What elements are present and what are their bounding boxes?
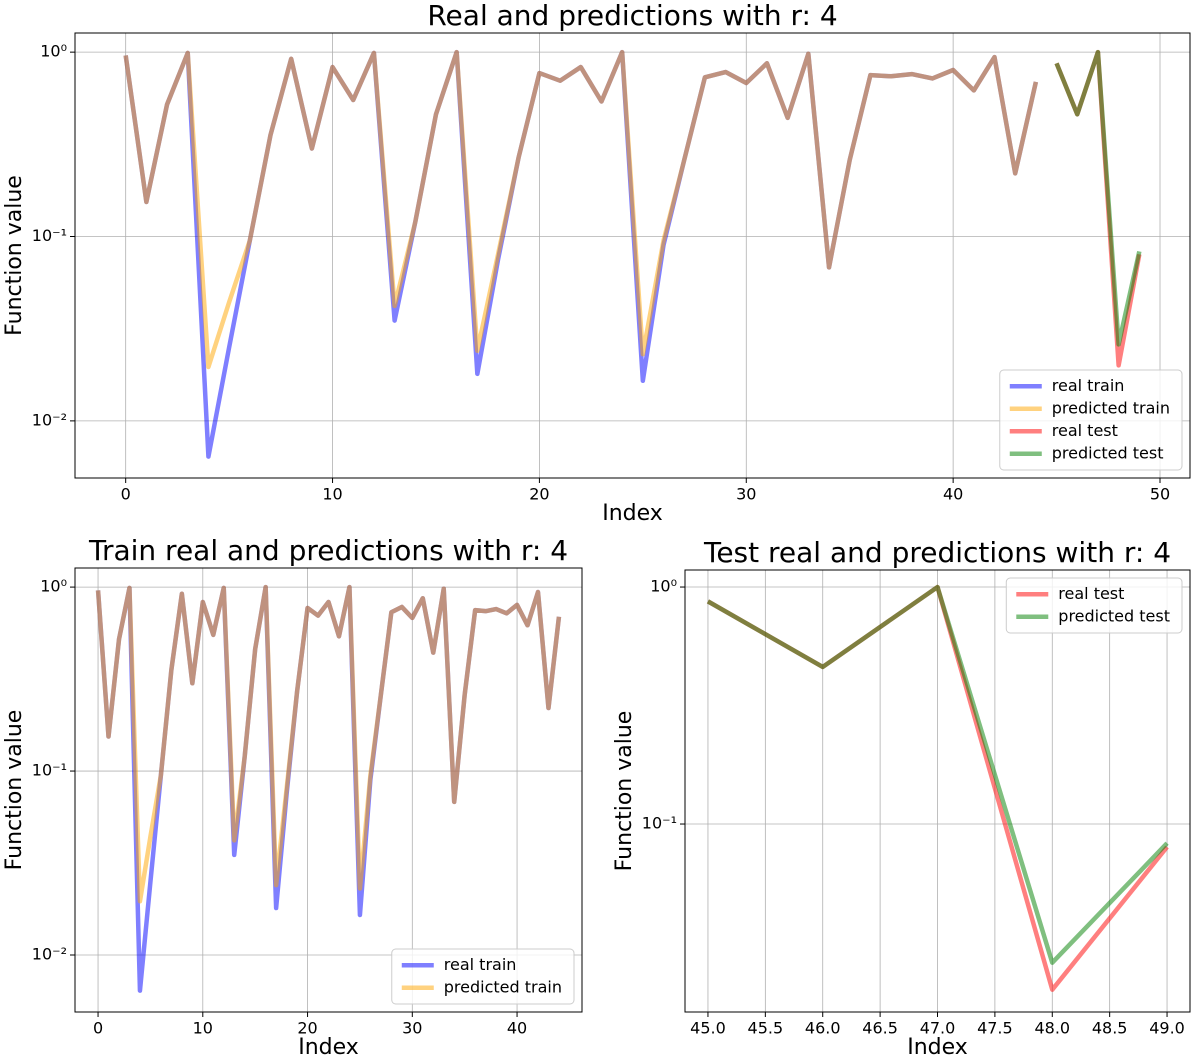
chart-title: Test real and predictions with r: 4 bbox=[703, 536, 1171, 569]
series-line bbox=[1054, 49, 1142, 347]
axes-frame bbox=[74, 32, 1191, 479]
y-tick-label: 10⁻² bbox=[32, 945, 67, 964]
x-tick-label: 50 bbox=[1150, 485, 1170, 504]
x-tick-label: 0 bbox=[121, 485, 131, 504]
legend-label: predicted train bbox=[1052, 398, 1170, 417]
y-tick-label: 10⁻² bbox=[32, 410, 67, 429]
legend-label: real test bbox=[1058, 584, 1124, 603]
legend: real train predicted train real test predic… bbox=[999, 369, 1183, 471]
x-tick-label: 45.0 bbox=[690, 1019, 726, 1038]
x-tick-label: 30 bbox=[402, 1019, 422, 1038]
legend-label: real test bbox=[1052, 421, 1118, 440]
legend-box bbox=[1005, 577, 1183, 634]
x-tick-label: 46.0 bbox=[805, 1019, 841, 1038]
legend-label: predicted train bbox=[444, 977, 562, 996]
x-tick-label: 20 bbox=[297, 1019, 317, 1038]
y-tick-label: 10⁻¹ bbox=[32, 226, 67, 245]
x-tick-label: 48.0 bbox=[1034, 1019, 1070, 1038]
axes: 0 10 20 30 40 50 10⁻² 10⁻¹ 10⁰ Real and predictio… bbox=[2, 0, 1191, 526]
legend-box bbox=[999, 369, 1183, 471]
legend: real test predicted test bbox=[1005, 577, 1183, 634]
legend-label: predicted test bbox=[1052, 443, 1164, 462]
legend-label: predicted test bbox=[1058, 606, 1170, 625]
legend-box bbox=[391, 948, 575, 1005]
y-tick-label: 10⁰ bbox=[40, 577, 67, 596]
x-tick-label: 46.5 bbox=[862, 1019, 898, 1038]
legend-label: real train bbox=[1052, 376, 1125, 395]
axes-frame bbox=[684, 569, 1191, 1013]
plot-area bbox=[75, 568, 582, 1012]
x-tick-label: 10 bbox=[322, 485, 342, 504]
x-axis-label: Index bbox=[907, 1035, 968, 1060]
chart-title: Real and predictions with r: 4 bbox=[427, 0, 837, 32]
legend: real train predicted train bbox=[391, 948, 575, 1005]
x-tick-label: 40 bbox=[943, 485, 963, 504]
y-tick-label: 10⁻¹ bbox=[642, 814, 677, 833]
y-tick-label: 10⁻¹ bbox=[32, 761, 67, 780]
x-tick-label: 49.0 bbox=[1149, 1019, 1185, 1038]
chart-title: Train real and predictions with r: 4 bbox=[88, 534, 568, 567]
x-tick-label: 20 bbox=[529, 485, 549, 504]
x-tick-label: 0 bbox=[93, 1019, 103, 1038]
x-tick-label: 47.5 bbox=[977, 1019, 1013, 1038]
x-axis-label: Index bbox=[602, 501, 663, 526]
y-axis-label: Function value bbox=[2, 710, 27, 871]
x-tick-label: 48.5 bbox=[1092, 1019, 1128, 1038]
y-axis-label: Function value bbox=[612, 711, 637, 872]
y-tick-label: 10⁰ bbox=[40, 42, 67, 61]
y-axis-label: Function value bbox=[2, 175, 27, 336]
x-tick-label: 40 bbox=[507, 1019, 527, 1038]
x-tick-label: 30 bbox=[736, 485, 756, 504]
x-tick-label: 45.5 bbox=[748, 1019, 784, 1038]
series-line bbox=[706, 584, 1169, 965]
series-line bbox=[123, 49, 1039, 370]
x-tick-label: 10 bbox=[193, 1019, 213, 1038]
axes: 45.0 45.5 46.0 46.5 47.0 47.5 48.0 48.5 49.0 10⁻¹… bbox=[612, 536, 1191, 1060]
axes-frame bbox=[74, 567, 583, 1013]
x-axis-label: Index bbox=[298, 1035, 359, 1060]
y-tick-label: 10⁰ bbox=[650, 577, 677, 596]
legend-label: real train bbox=[444, 955, 517, 974]
series-line bbox=[95, 584, 562, 904]
axes: 0 10 20 30 40 10⁻² 10⁻¹ 10⁰ Train real and predi… bbox=[2, 534, 583, 1060]
x-tick-label: 47.0 bbox=[920, 1019, 956, 1038]
